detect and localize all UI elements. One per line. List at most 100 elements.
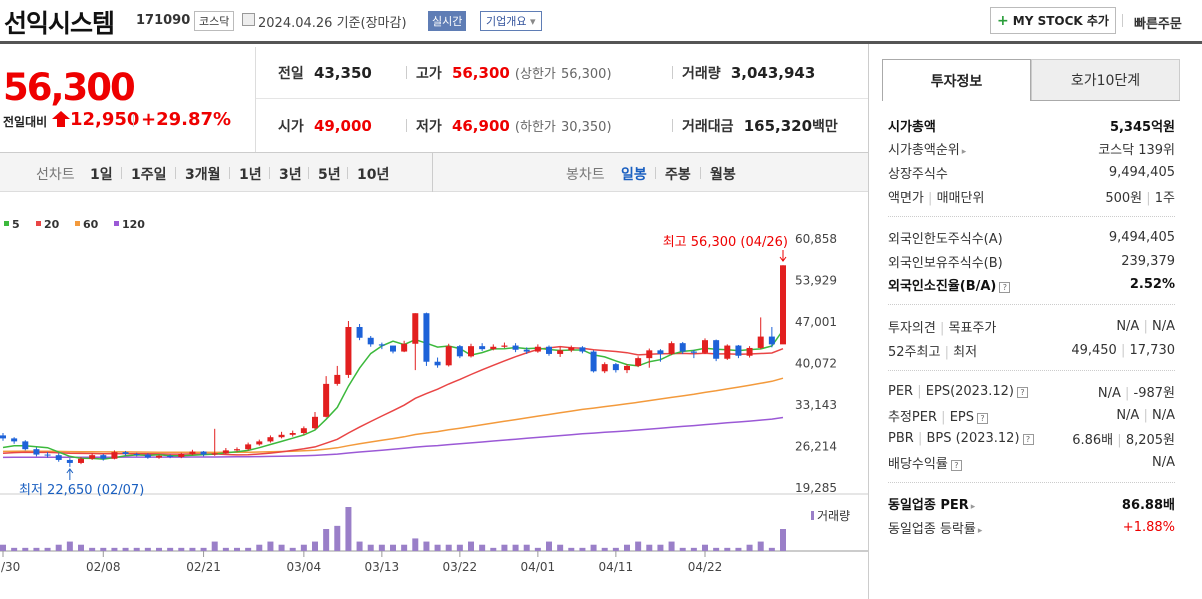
help-icon[interactable]: ? [950, 459, 962, 471]
help-icon[interactable]: ? [1016, 386, 1028, 398]
tab-daily[interactable]: 일봉 [621, 167, 647, 183]
candle [490, 346, 497, 350]
candle [378, 344, 385, 346]
industry-per-row[interactable]: 동일업종 PER ▸ 86.88배 [888, 497, 1175, 513]
candle [780, 265, 786, 345]
tab-weekly[interactable]: 주봉 [665, 167, 691, 183]
listed-shares-row: 상장주식수 9,494,405 [888, 164, 1175, 182]
current-price: 56,300 [3, 66, 136, 109]
candle [401, 343, 408, 352]
stock-code: 171090 [136, 13, 191, 28]
candle [724, 345, 731, 359]
divider [133, 114, 134, 127]
realtime-button[interactable]: 실시간 [428, 11, 467, 31]
candle [501, 345, 508, 347]
volume-bar [423, 541, 430, 551]
tab-monthly[interactable]: 월봉 [710, 167, 736, 183]
volume-bar [122, 547, 129, 551]
help-icon[interactable]: ? [977, 412, 988, 424]
add-my-stock-button[interactable]: + MY STOCK 추가 [990, 7, 1116, 34]
price-chart[interactable]: 5 20 60 120 60,858 53,929 47,001 40,072 33,143 26… [0, 192, 868, 599]
volume-bar [356, 541, 363, 551]
low-arrow-head [66, 468, 74, 474]
ma5-line [2, 329, 784, 460]
quick-order-link[interactable]: 빠른주문 [1122, 13, 1182, 32]
price-change-percent: +29.87% [141, 109, 232, 130]
volume-bar [746, 544, 753, 551]
x-tick-label: 04/01 [521, 560, 556, 574]
tab-10y[interactable]: 10년 [357, 167, 390, 183]
tab-3y[interactable]: 3년 [279, 167, 302, 183]
volume-bar [690, 547, 697, 551]
investment-info-panel [868, 44, 1202, 599]
candle [512, 345, 519, 350]
candle [0, 435, 6, 439]
tab-order-book[interactable]: 호가10단계 [1031, 59, 1180, 101]
volume-bar [189, 547, 196, 551]
investment-info-table: 시가총액 5,345억원 시가총액순위 ▸ 코스닥 139위 상장주식수 9,494,4… [882, 101, 1180, 548]
candle [189, 451, 196, 454]
volume-bar [657, 544, 664, 551]
candle [713, 340, 720, 359]
volume-bar [334, 525, 341, 551]
tab-5y[interactable]: 5년 [318, 167, 341, 183]
divider [406, 119, 407, 132]
y-tick-label: 60,858 [795, 232, 837, 246]
candle [423, 313, 430, 362]
volume-bar [89, 547, 96, 551]
volume-bar [267, 541, 274, 551]
help-icon[interactable]: ? [1022, 433, 1034, 445]
chevron-right-icon: ▸ [977, 525, 983, 536]
tab-3m[interactable]: 3개월 [185, 167, 221, 183]
divider [672, 119, 673, 132]
candle [55, 455, 62, 460]
candle [367, 337, 374, 345]
tab-1w[interactable]: 1주일 [131, 167, 167, 183]
estimated-per-row: 추정PER | EPS? N/A | N/A [888, 407, 1175, 425]
candle [156, 455, 162, 458]
trade-amount: 거래대금 165,320백만 [682, 117, 838, 135]
market-cap-rank-row[interactable]: 시가총액순위 ▸ 코스닥 139위 [888, 142, 1175, 158]
candle [390, 345, 396, 352]
candle [479, 346, 486, 350]
volume-bar [679, 547, 686, 551]
volume-bar [78, 544, 84, 551]
tab-1y[interactable]: 1년 [239, 167, 262, 183]
candle [167, 455, 174, 457]
candle [546, 346, 552, 354]
x-tick-label: 03/04 [287, 560, 322, 574]
candle [635, 358, 642, 366]
volume-bar [111, 547, 118, 551]
price-date: 2024.04.26 기준(장마감) [258, 16, 407, 31]
line-chart-label: 선차트 [36, 167, 75, 183]
price-change: 12,950 [70, 109, 140, 130]
volume-bar [0, 544, 6, 551]
candle [11, 438, 18, 442]
volume-bar [579, 547, 586, 551]
help-icon[interactable]: ? [999, 281, 1011, 293]
volume-bar [501, 544, 508, 551]
candle [412, 313, 419, 344]
volume-bar [245, 547, 252, 551]
opinion-row: 투자의견 | 목표주가 N/A | N/A [888, 318, 1175, 336]
candle [133, 453, 140, 455]
divider [256, 98, 868, 99]
tab-investment-info[interactable]: 투자정보 [882, 59, 1031, 101]
x-tick-label: 03/13 [365, 560, 400, 574]
volume-bar [479, 544, 486, 551]
industry-change-row[interactable]: 동일업종 등락률 ▸ +1.88% [888, 519, 1175, 537]
volume-bar [780, 529, 786, 551]
candle [657, 350, 664, 354]
volume-bar [144, 547, 151, 551]
volume-bar [523, 544, 530, 551]
volume-bar [289, 547, 296, 551]
candle [66, 459, 73, 463]
ma60-line [2, 377, 784, 454]
volume-bar [757, 541, 764, 551]
candle [44, 454, 51, 456]
company-overview-dropdown[interactable]: 기업개요 ▾ [480, 11, 542, 31]
tab-1d[interactable]: 1일 [90, 167, 113, 183]
candle [601, 364, 608, 372]
candle [679, 343, 686, 352]
candle [702, 340, 708, 353]
